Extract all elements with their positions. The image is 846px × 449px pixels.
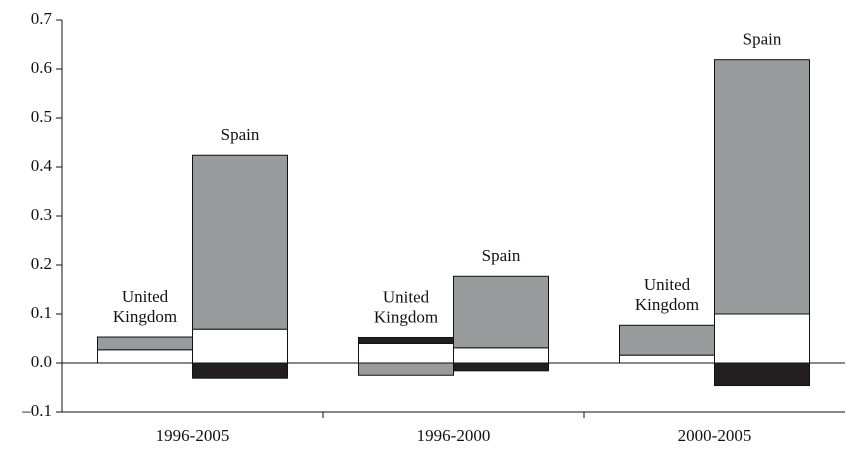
bar-segment (619, 354, 715, 364)
bar-segment (358, 342, 454, 364)
x-tick-label: 2000-2005 (678, 426, 752, 445)
bar-segment (453, 275, 549, 349)
bar-label: Spain (482, 246, 521, 265)
y-tick-label: 0.3 (31, 205, 52, 224)
bar-label: Kingdom (113, 307, 177, 326)
bar-segment (714, 313, 810, 364)
bar-segment (619, 324, 715, 356)
bar-label: United (644, 275, 691, 294)
bar-segment (358, 362, 454, 376)
y-tick-label: 0.6 (31, 58, 52, 77)
bar-label: Kingdom (635, 295, 699, 314)
bar-segment (358, 337, 454, 344)
y-tick-label: 0.0 (31, 352, 52, 371)
bar-label: Spain (221, 125, 260, 144)
bar-label: United (383, 287, 430, 306)
bar-segment (192, 362, 288, 379)
bar-segment (453, 347, 549, 364)
bar-segment (97, 349, 193, 364)
y-tick-label: –0.1 (21, 401, 52, 420)
y-tick-label: 0.7 (31, 9, 53, 28)
y-tick-label: 0.2 (31, 254, 52, 273)
bar-segment (192, 154, 288, 330)
bar-segment (714, 59, 810, 315)
y-tick-label: 0.5 (31, 107, 52, 126)
bar-label: United (122, 287, 169, 306)
y-tick-label: 0.1 (31, 303, 52, 322)
bar-segment (453, 362, 549, 372)
x-tick-label: 1996-2005 (156, 426, 230, 445)
bar-label: Kingdom (374, 307, 438, 326)
bar-label: Spain (743, 30, 782, 49)
bar-segment (714, 362, 810, 387)
y-tick-label: 0.4 (31, 156, 53, 175)
bar-segment (97, 336, 193, 351)
bar-segment (192, 328, 288, 364)
x-tick-label: 1996-2000 (417, 426, 491, 445)
